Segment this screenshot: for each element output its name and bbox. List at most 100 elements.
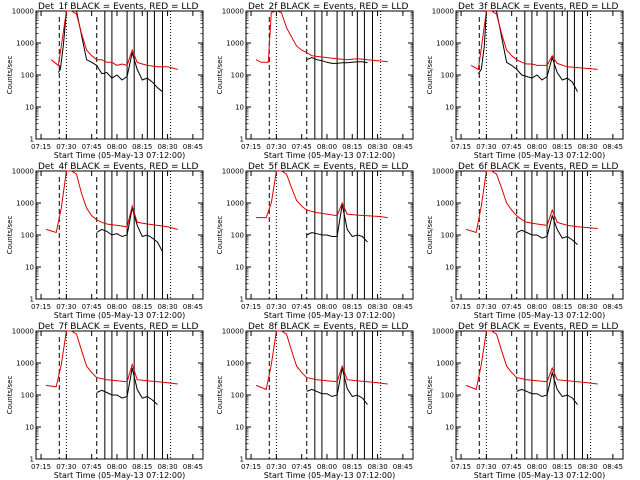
x-tick-label: 07:45 xyxy=(292,463,312,471)
detector-panel-2: Det_2f BLACK = Events, RED = LLD 1 10 100 10… xyxy=(216,2,414,160)
x-tick-label: 08:00 xyxy=(317,143,337,151)
y-tick-label: 1000 xyxy=(436,360,454,368)
detector-panel-4: Det_4f BLACK = Events, RED = LLD 1 10 100 10… xyxy=(6,162,204,320)
events-series-line xyxy=(516,370,578,405)
x-tick-label: 07:30 xyxy=(56,143,76,151)
x-tick-label: 07:15 xyxy=(451,143,471,151)
x-axis-label: Start Time (05-May-13 07:12:00) xyxy=(474,311,605,320)
x-tick-label: 08:15 xyxy=(342,463,362,471)
y-tick-label: 1000 xyxy=(436,40,454,48)
y-tick-label: 10000 xyxy=(222,8,244,16)
panel-title: Det_7f BLACK = Events, RED = LLD xyxy=(38,322,198,332)
y-tick-label: 10 xyxy=(25,104,34,112)
x-tick-label: 08:30 xyxy=(157,143,177,151)
y-tick-label: 1 xyxy=(30,136,34,144)
x-tick-label: 08:00 xyxy=(527,143,547,151)
x-axis-label: Start Time (05-May-13 07:12:00) xyxy=(264,151,395,160)
x-tick-label: 08:15 xyxy=(132,143,152,151)
x-tick-label: 07:15 xyxy=(451,463,471,471)
x-tick-label: 08:45 xyxy=(603,303,623,311)
plot-frame xyxy=(455,10,624,140)
lld-series-line xyxy=(465,170,598,234)
y-tick-label: 10000 xyxy=(12,8,34,16)
x-axis-label: Start Time (05-May-13 07:12:00) xyxy=(54,471,185,480)
y-tick-label: 100 xyxy=(231,392,244,400)
y-tick-label: 1 xyxy=(30,296,34,304)
panel-title: Det_6f BLACK = Events, RED = LLD xyxy=(458,162,618,172)
detector-panel-3: Det_3f BLACK = Events, RED = LLD 1 10 100 10… xyxy=(426,2,624,160)
x-tick-label: 07:30 xyxy=(476,463,496,471)
x-tick-label: 07:45 xyxy=(82,143,102,151)
x-axis-label: Start Time (05-May-13 07:12:00) xyxy=(264,471,395,480)
detector-panel-6: Det_6f BLACK = Events, RED = LLD 1 10 100 10… xyxy=(426,162,624,320)
y-tick-label: 1000 xyxy=(16,200,34,208)
y-tick-label: 1 xyxy=(240,456,244,464)
x-tick-label: 07:45 xyxy=(502,143,522,151)
panel-title: Det_9f BLACK = Events, RED = LLD xyxy=(458,322,618,332)
lld-series-line xyxy=(46,330,178,388)
y-tick-label: 10000 xyxy=(12,328,34,336)
detector-panel-9: Det_9f BLACK = Events, RED = LLD 1 10 100 10… xyxy=(426,322,624,480)
x-tick-label: 08:45 xyxy=(183,303,203,311)
y-tick-label: 10 xyxy=(25,264,34,272)
lld-series-line xyxy=(465,330,598,391)
panel-title: Det_5f BLACK = Events, RED = LLD xyxy=(248,162,408,172)
x-tick-label: 07:45 xyxy=(292,303,312,311)
x-axis-label: Start Time (05-May-13 07:12:00) xyxy=(54,311,185,320)
x-tick-label: 08:45 xyxy=(603,143,623,151)
y-tick-label: 10 xyxy=(235,424,244,432)
x-tick-label: 07:30 xyxy=(266,463,286,471)
x-tick-label: 08:30 xyxy=(157,463,177,471)
events-series-line xyxy=(516,213,578,245)
x-tick-label: 07:45 xyxy=(82,303,102,311)
panel-title: Det_2f BLACK = Events, RED = LLD xyxy=(248,2,408,12)
x-tick-label: 08:00 xyxy=(527,463,547,471)
plot-frame xyxy=(245,10,414,140)
y-axis-label: Counts/sec xyxy=(216,216,224,255)
x-tick-label: 08:00 xyxy=(107,303,127,311)
x-tick-label: 08:15 xyxy=(342,143,362,151)
x-tick-label: 07:30 xyxy=(266,303,286,311)
events-series-line xyxy=(306,204,368,243)
y-tick-label: 10 xyxy=(445,264,454,272)
x-tick-label: 07:45 xyxy=(292,143,312,151)
x-tick-label: 08:30 xyxy=(577,143,597,151)
x-tick-label: 08:15 xyxy=(132,303,152,311)
events-series-line xyxy=(306,367,368,405)
x-tick-label: 07:30 xyxy=(476,303,496,311)
x-tick-label: 07:30 xyxy=(476,143,496,151)
lld-series-line xyxy=(45,170,178,234)
y-axis-label: Counts/sec xyxy=(426,216,434,255)
x-tick-label: 08:30 xyxy=(367,463,387,471)
x-tick-label: 07:15 xyxy=(241,463,261,471)
x-tick-label: 07:15 xyxy=(31,463,51,471)
y-tick-label: 1000 xyxy=(436,200,454,208)
y-tick-label: 1 xyxy=(450,296,454,304)
y-tick-label: 10000 xyxy=(432,328,454,336)
x-tick-label: 08:00 xyxy=(527,303,547,311)
plot-frame xyxy=(35,10,204,140)
y-tick-label: 10000 xyxy=(432,8,454,16)
y-tick-label: 1000 xyxy=(226,200,244,208)
x-tick-label: 08:15 xyxy=(552,143,572,151)
y-tick-label: 1 xyxy=(30,456,34,464)
plot-frame xyxy=(245,170,414,300)
events-series-line xyxy=(306,57,368,64)
x-tick-label: 08:45 xyxy=(393,303,413,311)
x-tick-label: 07:15 xyxy=(241,303,261,311)
panel-title: Det_3f BLACK = Events, RED = LLD xyxy=(458,2,618,12)
y-tick-label: 10 xyxy=(235,104,244,112)
y-tick-label: 1 xyxy=(450,456,454,464)
x-tick-label: 07:30 xyxy=(56,303,76,311)
y-tick-label: 100 xyxy=(21,232,34,240)
y-axis-label: Counts/sec xyxy=(216,56,224,95)
y-tick-label: 100 xyxy=(231,232,244,240)
x-tick-label: 07:45 xyxy=(502,463,522,471)
x-tick-label: 07:15 xyxy=(31,303,51,311)
y-tick-label: 100 xyxy=(441,232,454,240)
x-tick-label: 07:30 xyxy=(56,463,76,471)
x-tick-label: 08:45 xyxy=(393,143,413,151)
events-series-line xyxy=(96,367,158,405)
y-tick-label: 100 xyxy=(231,72,244,80)
